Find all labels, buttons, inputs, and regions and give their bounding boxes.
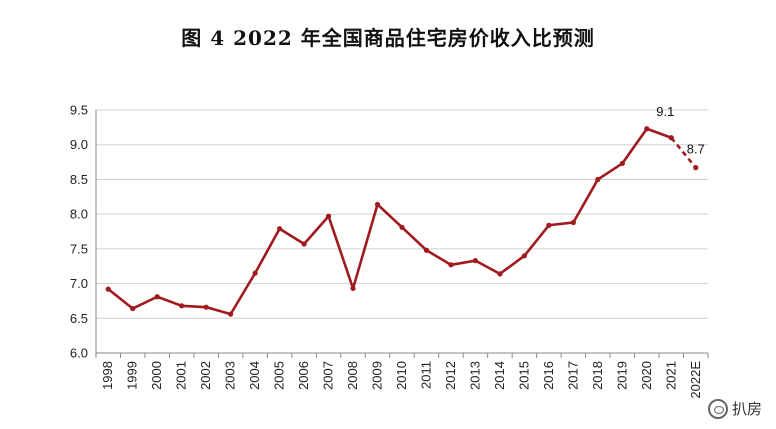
y-tick-label: 9.5 [70,103,88,118]
x-tick-label: 2005 [272,361,287,390]
data-point [399,224,405,230]
x-tick-label: 2017 [565,361,580,390]
x-tick-label: 2001 [174,361,189,390]
x-tick-label: 2010 [394,361,409,390]
data-point [154,294,160,300]
data-point [325,213,332,219]
data-point [252,270,258,276]
y-tick-label: 8.5 [70,172,88,187]
data-point [693,165,699,171]
x-tick-label: 2011 [418,361,433,389]
y-tick-label: 6.5 [70,311,88,326]
data-labels: 9.1 8.7 [656,104,705,157]
data-points [105,126,699,317]
data-point [619,160,625,167]
data-point [228,311,234,317]
data-point [130,305,136,312]
x-tick-label: 2000 [149,361,164,390]
watermark: 扒房 [707,398,762,419]
x-tick-label: 2020 [639,361,654,390]
data-point [105,286,111,292]
data-point [595,176,601,183]
gridlines [96,109,708,319]
x-tick-label: 2008 [345,361,360,390]
data-point [472,258,479,264]
axes [95,110,709,358]
data-point [521,253,528,259]
data-point [277,226,283,232]
x-tick-label: 2013 [467,361,482,390]
x-tick-label: 1999 [125,361,140,390]
series-line-forecast [670,136,697,169]
y-tick-label: 9.0 [70,137,88,152]
x-tick-label: 2004 [247,361,262,390]
x-tick-label: 2002 [198,361,213,390]
data-point [423,247,430,253]
x-tick-label: 2019 [614,361,629,390]
x-tick-label: 2009 [370,361,385,390]
x-tick-label: 2007 [321,361,336,390]
x-tick-label: 1998 [100,361,115,390]
x-tick-label: 2012 [443,361,458,390]
data-point [374,201,381,208]
data-label: 9.1 [656,104,674,119]
x-tick-labels: 1998 1999 2000 2001 2002 2003 2004 2005 2006 2007… [100,361,703,399]
data-point [203,304,209,310]
x-tick-label: 2006 [296,361,311,390]
x-tick-label: 2003 [223,361,238,390]
x-tick-label: 2014 [492,361,507,390]
data-point [350,285,356,292]
data-label: 8.7 [687,142,705,157]
y-tick-label: 7.0 [70,276,88,291]
data-point [644,126,650,132]
series-line-solid [107,127,672,316]
data-point [301,241,307,247]
y-tick-label: 7.5 [70,241,88,256]
data-point [668,135,674,141]
data-point [497,271,503,277]
series-line [107,127,697,316]
chart-title: 图 4 2022 年全国商品住宅房价收入比预测 [181,26,595,50]
x-tick-label: 2022E [688,361,703,399]
wechat-icon [707,398,728,419]
data-point [570,219,576,226]
y-tick-label: 8.0 [70,207,88,222]
x-tick-label: 2021 [663,361,678,390]
data-point [448,262,454,268]
data-point [179,303,185,309]
x-tick-label: 2015 [516,361,531,390]
y-tick-labels: 6.0 6.5 7.0 7.5 8.0 8.5 9.0 9.5 [70,103,88,361]
x-tick-label: 2016 [541,361,556,390]
y-tick-label: 6.0 [70,346,88,361]
x-tick-label: 2018 [590,361,605,390]
data-point [546,222,552,228]
watermark-text: 扒房 [731,400,762,418]
